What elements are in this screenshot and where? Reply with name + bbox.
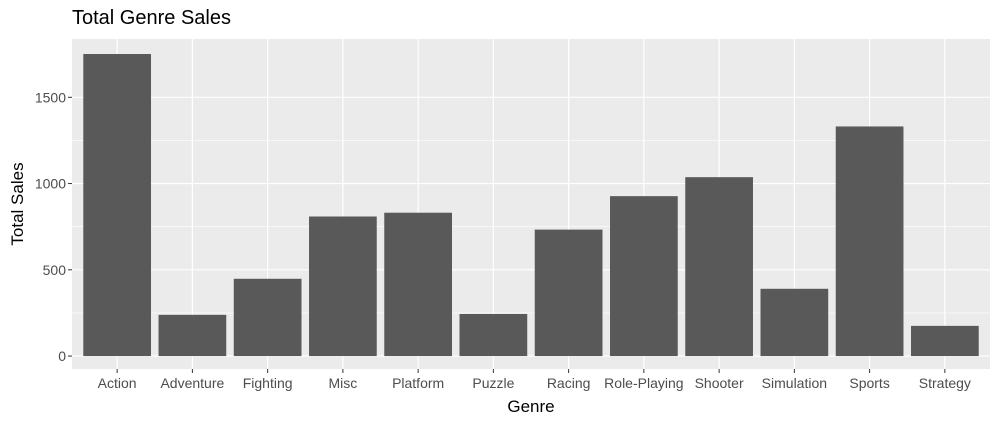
x-tick-label: Misc [328,375,357,391]
bar-fighting [233,278,302,357]
x-tick-label: Action [98,375,137,391]
bar-strategy [910,325,979,357]
x-tick-label: Role-Playing [604,375,683,391]
bar-action [83,54,152,357]
y-tick-label: 0 [58,348,66,364]
x-tick-label: Platform [392,375,444,391]
y-tick-label: 1500 [35,89,66,105]
chart-title: Total Genre Sales [72,7,231,29]
x-axis: Action Adventure Fighting Misc Platform Puzzl… [98,369,971,391]
x-axis-title: Genre [507,397,554,416]
x-tick-label: Puzzle [472,375,514,391]
bars [83,54,979,357]
bar-misc [309,216,377,357]
y-tick-label: 500 [43,262,67,278]
x-tick-label: Simulation [762,375,827,391]
y-axis: 0 500 1000 1500 [35,89,72,364]
x-tick-label: Racing [547,375,591,391]
bar-simulation [760,288,829,357]
bar-platform [384,212,452,357]
bar-shooter [685,177,753,357]
bar-sports [835,126,904,357]
x-tick-label: Fighting [243,375,293,391]
bar-racing [534,229,603,357]
bar-adventure [158,314,227,357]
bar-puzzle [459,313,528,357]
x-tick-label: Strategy [919,375,971,391]
x-tick-label: Adventure [160,375,224,391]
bar-role-playing [610,196,678,357]
x-tick-label: Sports [849,375,889,391]
x-tick-label: Shooter [695,375,744,391]
y-axis-title: Total Sales [8,162,27,245]
y-tick-label: 1000 [35,176,66,192]
